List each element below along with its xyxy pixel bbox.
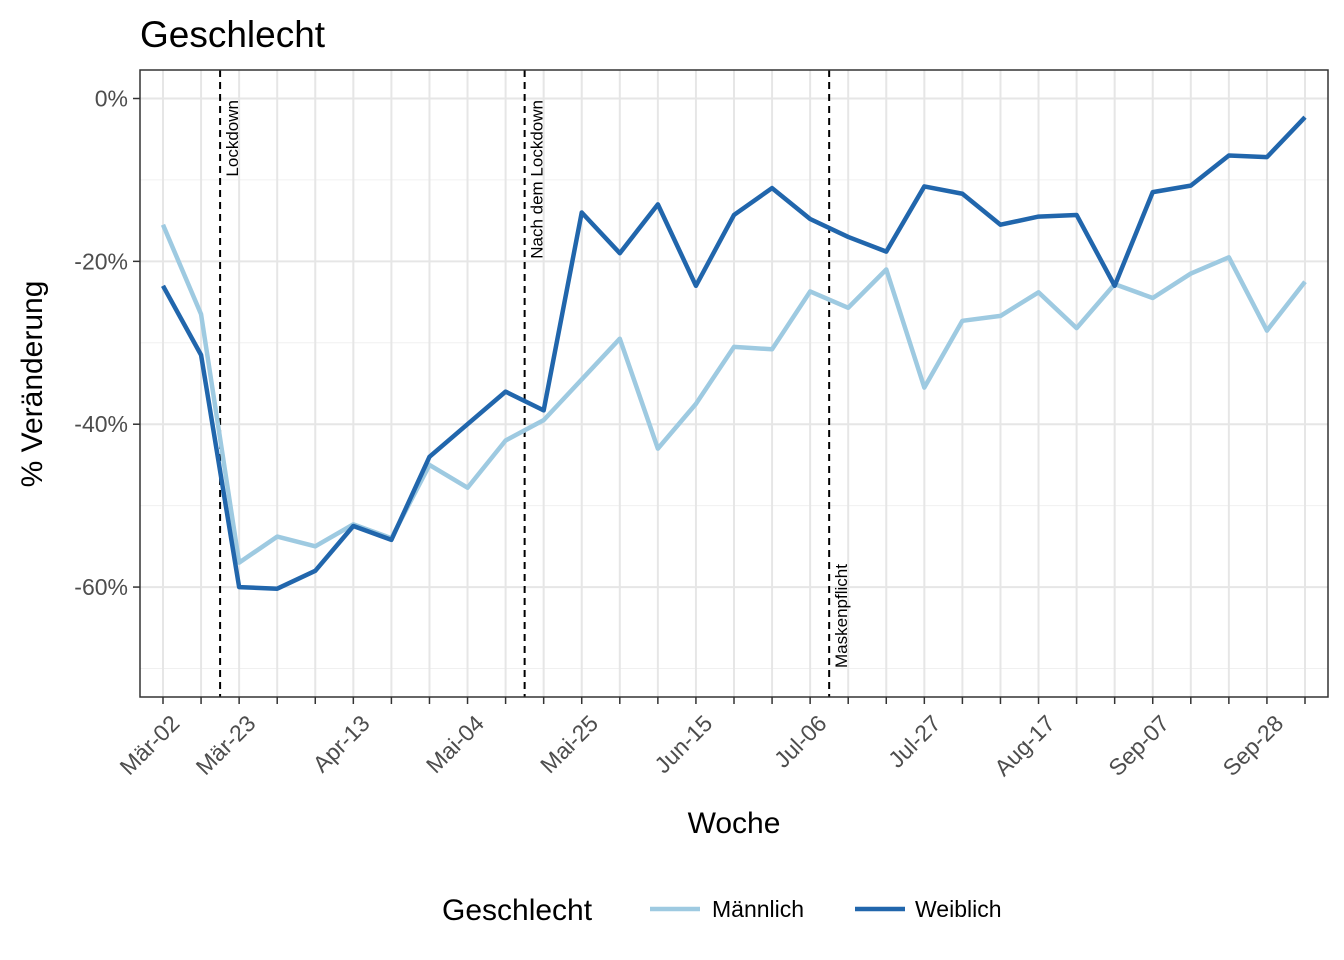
x-tick-label: Sep-28: [1218, 710, 1289, 781]
x-tick-label: Mär-23: [191, 710, 261, 780]
y-tick-label: -40%: [74, 411, 128, 437]
event-label: Maskenpflicht: [832, 564, 851, 668]
x-tick-label: Mai-25: [535, 710, 603, 778]
event-label: Nach dem Lockdown: [528, 100, 547, 259]
x-tick-label: Apr-13: [308, 710, 375, 777]
x-tick-label: Jul-27: [883, 710, 946, 773]
y-tick-label: 0%: [95, 86, 128, 112]
event-label: Lockdown: [223, 100, 242, 177]
chart-title: Geschlecht: [140, 14, 326, 55]
x-tick-label: Jun-15: [649, 710, 717, 778]
y-tick-label: -20%: [74, 248, 128, 274]
x-tick-label: Aug-17: [989, 710, 1060, 781]
x-tick-label: Sep-07: [1103, 710, 1174, 781]
x-axis-title: Woche: [688, 807, 781, 840]
y-axis-title: % Veränderung: [16, 281, 49, 488]
y-tick-label: -60%: [74, 574, 128, 600]
x-tick-label: Mai-04: [421, 710, 489, 778]
series-line: [161, 115, 1307, 591]
legend-title: Geschlecht: [442, 894, 593, 927]
legend: Geschlecht Männlich Weiblich: [442, 894, 1002, 927]
legend-label: Männlich: [712, 896, 804, 922]
legend-label: Weiblich: [915, 896, 1002, 922]
x-tick-label: Mär-02: [115, 710, 185, 780]
x-tick-label: Jul-06: [769, 710, 832, 773]
